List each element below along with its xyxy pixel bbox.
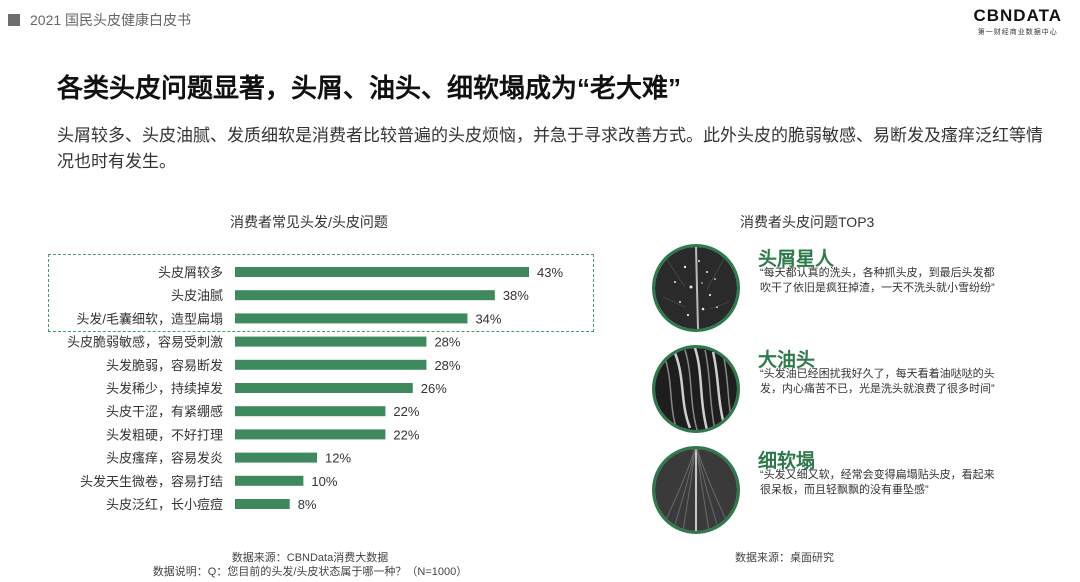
cbndata-logo: CBNDATA 第一财经商业数据中心 [973,6,1062,37]
category-label: 头发粗硬，不好打理 [106,427,223,442]
value-label: 34% [475,311,501,326]
top3-source: 数据来源：桌面研究 [735,552,834,564]
top3-title: 消费者头皮问题TOP3 [740,214,875,230]
flat-hair-photo-icon [652,446,740,534]
value-label: 8% [298,497,317,512]
top3-name-dandruff: 头屑星人 [758,249,835,270]
category-label: 头皮干涩，有紧绷感 [106,404,223,419]
tag-square-icon [8,14,20,26]
top3-item-flat: 细软塌 “头发又细又软，经常会变得扁塌贴头皮，看起来很呆板，而且轻飘飘的没有垂坠… [652,446,1072,538]
category-label: 头皮油腻 [171,288,223,303]
value-label: 28% [434,335,460,350]
value-label: 38% [503,288,529,303]
top3-name-flat: 细软塌 [758,451,816,472]
value-label: 28% [434,358,460,373]
category-label: 头皮屑较多 [158,265,223,280]
bar [235,452,318,463]
bar-chart: 头皮屑较多 43% 头皮油腻 38% 头发/毛囊细软，造型扁塌 34% 头皮脆弱敏感，容易受… [67,265,563,512]
top3-quote-oily: “头发油已经困扰我好久了，每天看着油哒哒的头发，内心痛苦不已，光是洗头就浪费了很… [760,368,995,395]
report-tag: 2021 国民头皮健康白皮书 [8,10,191,30]
page-title: 各类头皮问题显著，头屑、油头、细软塌成为“老大难” [57,73,682,103]
category-label: 头发稀少，持续掉发 [106,381,223,396]
bar [235,499,290,509]
top3-quote-dandruff: “每天都认真的洗头，各种抓头皮，到最后头发都吹干了依旧是疯狂掉渣，一天不洗头就小… [760,267,995,294]
top3-name-oily: 大油头 [758,350,816,371]
bar [235,383,413,393]
top3-highlight-box [48,254,594,332]
logo-main-text: CBNDATA [973,6,1062,25]
logo-sub-text: 第一财经商业数据中心 [977,29,1058,36]
chart-note: 数据说明：Q：您目前的头发/头皮状态属于哪一种？（N=1000） [152,566,468,578]
value-label: 12% [325,451,351,466]
bar [235,336,427,347]
value-label: 10% [311,474,337,489]
page-subtitle: 头屑较多、头皮油腻、发质细软是消费者比较普遍的头皮烦恼，并急于寻求改善方式。此外… [57,126,1043,171]
chart-source: 数据来源：CBNData消费大数据 [231,552,389,564]
category-label: 头皮脆弱敏感，容易受刺激 [67,335,223,350]
bar [235,290,495,301]
category-label: 头皮泛红，长小痘痘 [106,497,223,512]
report-tag-text: 2021 国民头皮健康白皮书 [30,12,192,28]
bar [235,313,468,324]
dandruff-scalp-photo-icon [652,244,740,332]
category-label: 头发脆弱，容易断发 [106,358,223,373]
category-label: 头发/毛囊细软，造型扁塌 [76,311,223,326]
category-label: 头皮瘙痒，容易发炎 [106,451,223,466]
value-label: 43% [537,265,563,280]
top3-quote-flat: “头发又细又软，经常会变得扁塌贴头皮，看起来很呆板，而且轻飘飘的没有垂坠感” [760,469,995,496]
category-label: 头发天生微卷，容易打结 [80,474,223,489]
bar [235,406,386,417]
top3-item-oily: 大油头 “头发油已经困扰我好久了，每天看着油哒哒的头发，内心痛苦不已，光是洗头就… [652,345,1072,437]
bar [235,359,427,370]
oily-hair-photo-icon [652,345,740,433]
bar [235,475,304,486]
value-label: 22% [393,427,419,442]
bar [235,267,529,277]
top3-item-dandruff: 头屑星人 “每天都认真的洗头，各种抓头皮，到最后头发都吹干了依旧是疯狂掉渣，一天… [652,244,1072,336]
chart-title: 消费者常见头发/头皮问题 [230,214,388,230]
value-label: 26% [421,381,447,396]
bar [235,429,386,440]
value-label: 22% [393,404,419,419]
